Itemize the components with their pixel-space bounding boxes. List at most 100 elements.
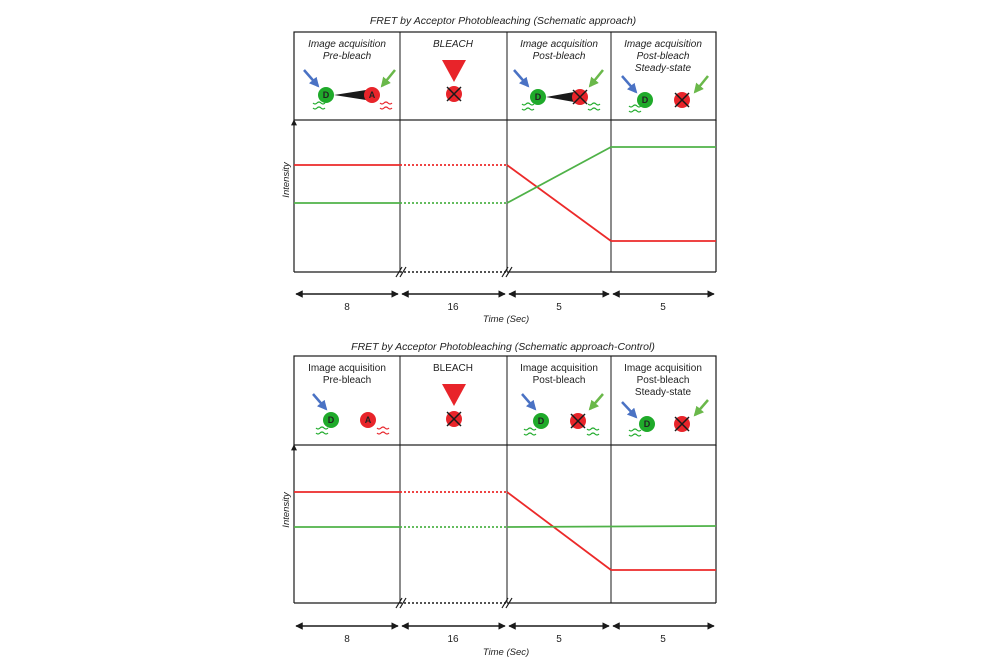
donor-label: D: [535, 92, 542, 102]
donor-molecule: [637, 92, 653, 108]
bleach-triangle-icon: [442, 60, 466, 82]
donor-label: D: [538, 416, 545, 426]
excitation-arrow-green: [693, 75, 709, 94]
phase-label: Post-bleach: [637, 375, 690, 386]
fret-transfer-wedge: [334, 90, 366, 100]
acceptor-molecule: [364, 87, 380, 103]
phase-label: Steady-state: [635, 63, 692, 74]
axis-break-mark: [395, 597, 407, 609]
phase-label: Post-bleach: [533, 51, 586, 62]
cross-icon: [674, 416, 690, 432]
axis-break-mark: [395, 266, 407, 278]
emission-wave-icon: [628, 104, 642, 108]
y-axis-label: Intensity: [281, 491, 292, 528]
emission-wave-icon: [523, 427, 537, 431]
axis-break-mark: [501, 266, 513, 278]
phase-label: Image acquisition: [520, 363, 598, 374]
emission-wave-icon: [315, 426, 329, 430]
phase-label: Post-bleach: [637, 51, 690, 62]
excitation-arrow-blue: [621, 75, 638, 94]
donor-trace: [506, 146, 612, 204]
emission-wave-icon: [587, 102, 601, 106]
emission-wave-icon: [312, 106, 326, 110]
duration-label: 8: [344, 634, 350, 645]
phase-label: BLEACH: [433, 363, 473, 374]
donor-molecule: [323, 412, 339, 428]
panel-2: FRET by Acceptor Photobleaching (Schemat…: [281, 341, 717, 658]
emission-wave-icon: [628, 428, 642, 432]
excitation-arrow-blue: [312, 393, 328, 411]
emission-wave-icon: [521, 107, 535, 111]
cross-icon: [572, 89, 588, 105]
excitation-arrow-blue: [513, 69, 530, 88]
donor-label: D: [642, 95, 649, 105]
x-axis-label: Time (Sec): [483, 314, 529, 325]
excitation-arrow-blue: [521, 393, 537, 411]
panel-title: FRET by Acceptor Photobleaching (Schemat…: [370, 15, 636, 27]
excitation-arrow-blue: [621, 401, 638, 419]
emission-wave-icon: [586, 432, 600, 436]
excitation-arrow-green: [588, 69, 604, 88]
cross-icon: [446, 411, 462, 427]
duration-label: 5: [556, 302, 562, 313]
panel-1: FRET by Acceptor Photobleaching (Schemat…: [281, 15, 717, 325]
emission-wave-icon: [521, 102, 535, 106]
cross-icon: [446, 86, 462, 102]
excitation-arrow-green: [693, 399, 709, 417]
donor-trace: [506, 525, 717, 528]
emission-wave-icon: [315, 431, 329, 435]
emission-wave-icon: [628, 109, 642, 113]
duration-label: 8: [344, 302, 350, 313]
acceptor-molecule: [360, 412, 376, 428]
phase-label: Pre-bleach: [323, 51, 372, 62]
donor-label: D: [328, 415, 335, 425]
duration-label: 5: [556, 634, 562, 645]
emission-wave-icon: [379, 101, 393, 105]
donor-label: D: [644, 419, 651, 429]
donor-label: D: [323, 90, 330, 100]
phase-label: Image acquisition: [520, 39, 598, 50]
excitation-arrow-green: [380, 69, 396, 88]
emission-wave-icon: [376, 426, 390, 430]
acceptor-trace: [506, 491, 612, 571]
phase-label: BLEACH: [433, 39, 474, 50]
phase-label: Image acquisition: [624, 39, 702, 50]
phase-label: Steady-state: [635, 387, 692, 398]
cross-icon: [674, 92, 690, 108]
emission-wave-icon: [379, 106, 393, 110]
header-box: [293, 355, 717, 446]
phase-label: Image acquisition: [624, 363, 702, 374]
fret-transfer-wedge: [546, 92, 574, 102]
phase-label: Post-bleach: [533, 375, 586, 386]
panel-title: FRET by Acceptor Photobleaching (Schemat…: [351, 341, 655, 353]
x-axis-label: Time (Sec): [483, 647, 529, 658]
duration-label: 5: [660, 302, 666, 313]
donor-molecule: [530, 89, 546, 105]
y-axis-label: Intensity: [281, 161, 292, 198]
emission-wave-icon: [376, 431, 390, 435]
donor-molecule: [639, 416, 655, 432]
acceptor-trace: [506, 164, 612, 242]
emission-wave-icon: [628, 433, 642, 437]
header-box: [293, 31, 717, 121]
donor-molecule: [318, 87, 334, 103]
phase-label: Image acquisition: [308, 39, 386, 50]
excitation-arrow-green: [588, 393, 604, 411]
duration-label: 5: [660, 634, 666, 645]
phase-label: Image acquisition: [308, 363, 386, 374]
acceptor-label: A: [369, 90, 376, 100]
cross-icon: [570, 413, 586, 429]
phase-label: Pre-bleach: [323, 375, 371, 386]
duration-label: 16: [447, 302, 459, 313]
donor-molecule: [533, 413, 549, 429]
emission-wave-icon: [586, 427, 600, 431]
emission-wave-icon: [523, 432, 537, 436]
emission-wave-icon: [587, 107, 601, 111]
duration-label: 16: [447, 634, 459, 645]
excitation-arrow-blue: [303, 69, 320, 88]
emission-wave-icon: [312, 101, 326, 105]
bleach-triangle-icon: [442, 384, 466, 406]
acceptor-label: A: [365, 415, 372, 425]
